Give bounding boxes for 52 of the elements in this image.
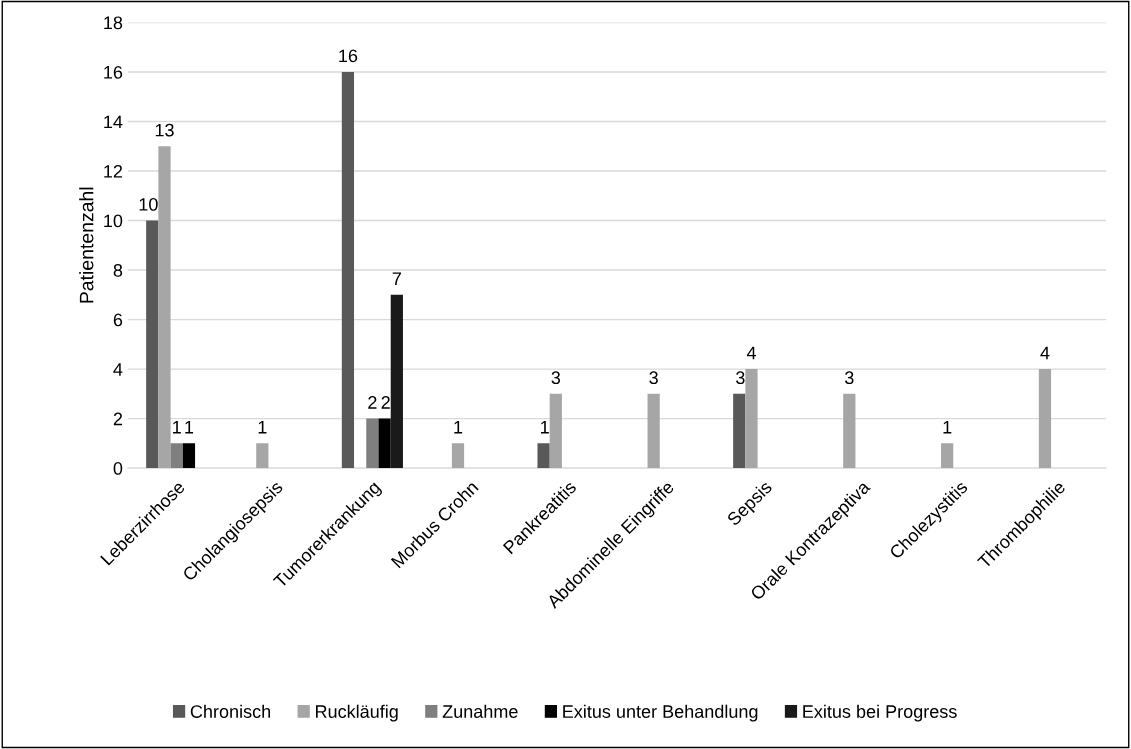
data-label: 3 (551, 371, 561, 385)
data-label: 2 (368, 396, 377, 409)
y-tick-label: 12 (104, 164, 123, 178)
legend-label: Zunahme (442, 704, 518, 718)
legend-label: Chronisch (190, 704, 271, 718)
bar (366, 418, 379, 469)
bar (941, 443, 954, 469)
data-label: 4 (746, 346, 756, 360)
y-tick-label: 4 (113, 363, 123, 376)
y-tick-label: 14 (104, 115, 123, 129)
bar (1038, 369, 1052, 469)
y-tick-label: 2 (113, 412, 123, 426)
bar (451, 443, 465, 469)
y-tick-label: 10 (104, 214, 123, 228)
bar (733, 393, 746, 469)
y-tick-label: 8 (113, 263, 123, 277)
bar (745, 369, 758, 469)
legend-label: Ruckläufig (316, 704, 398, 722)
data-label: 3 (844, 371, 854, 385)
bar (256, 443, 269, 469)
bar (170, 443, 183, 469)
data-label: 3 (649, 371, 658, 385)
data-label: 1 (943, 421, 952, 434)
bar (146, 220, 159, 469)
bar (341, 71, 355, 469)
data-label: 13 (155, 123, 174, 137)
data-label: 3 (736, 371, 745, 385)
y-tick-label: 0 (113, 462, 123, 475)
legend-label: Exitus unter Behandlung (563, 704, 758, 722)
y-tick-label: 16 (104, 65, 123, 79)
bar (537, 443, 550, 469)
y-axis-title: Patientenzahl (79, 187, 94, 303)
y-tick-label: 18 (104, 16, 123, 30)
data-label: 7 (392, 272, 401, 285)
bar (390, 294, 403, 469)
data-label: 2 (381, 396, 390, 409)
legend-label: Exitus bei Progress (803, 704, 957, 722)
bar (378, 418, 391, 469)
bar (158, 146, 171, 469)
data-label: 1 (185, 421, 194, 434)
data-label: 1 (541, 421, 549, 434)
bar (647, 393, 660, 469)
data-label: 1 (173, 421, 181, 434)
bar (843, 393, 856, 469)
data-label: 16 (339, 49, 358, 63)
bar (549, 393, 562, 469)
data-label: 10 (139, 197, 158, 211)
bar (182, 443, 196, 469)
data-label: 1 (258, 421, 267, 434)
y-tick-label: 6 (113, 313, 123, 327)
data-label: 4 (1040, 346, 1050, 360)
data-label: 1 (454, 421, 463, 434)
